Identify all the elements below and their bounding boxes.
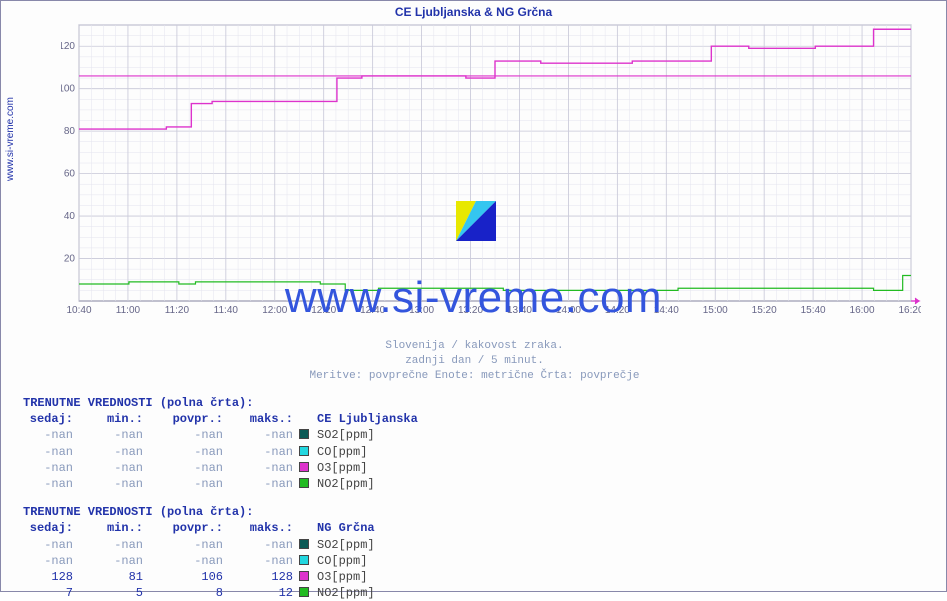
chart-subtitle: Slovenija / kakovost zraka. zadnji dan /… [1, 339, 947, 384]
svg-text:12:40: 12:40 [360, 305, 385, 316]
svg-text:120: 120 [61, 41, 75, 52]
table-row: 12881106128O3[ppm] [23, 569, 923, 585]
svg-text:40: 40 [64, 211, 76, 222]
table-header-row: sedaj:min.:povpr.:maks.:NG Grčna [23, 520, 923, 536]
subtitle-line-3: Meritve: povprečne Enote: metrične Črta:… [1, 369, 947, 384]
table-row: 75812NO2[ppm] [23, 585, 923, 601]
svg-text:10:40: 10:40 [66, 305, 91, 316]
svg-text:80: 80 [64, 126, 76, 137]
svg-text:100: 100 [61, 84, 75, 95]
data-tables: TRENUTNE VREDNOSTI (polna črta):sedaj:mi… [23, 395, 923, 601]
svg-text:20: 20 [64, 254, 76, 265]
svg-text:15:20: 15:20 [752, 305, 777, 316]
plot-svg: 20 40 60 80 100 120 10:40 11:00 11:20 11:40 12:00 1… [61, 21, 921, 321]
table-row: -nan-nan-nan-nanSO2[ppm] [23, 537, 923, 553]
table-section-title: TRENUTNE VREDNOSTI (polna črta): [23, 395, 923, 411]
svg-text:16:20: 16:20 [898, 305, 921, 316]
svg-text:14:20: 14:20 [605, 305, 630, 316]
table-row: -nan-nan-nan-nanCO[ppm] [23, 553, 923, 569]
svg-text:13:20: 13:20 [458, 305, 483, 316]
svg-text:16:00: 16:00 [850, 305, 875, 316]
svg-text:15:00: 15:00 [703, 305, 728, 316]
chart-title: CE Ljubljanska & NG Grčna [1, 1, 946, 19]
svg-text:60: 60 [64, 169, 76, 180]
table-row: -nan-nan-nan-nanCO[ppm] [23, 444, 923, 460]
y-axis-link-label[interactable]: www.si-vreme.com [5, 97, 16, 181]
svg-text:11:20: 11:20 [165, 305, 190, 316]
subtitle-line-1: Slovenija / kakovost zraka. [1, 339, 947, 354]
svg-text:12:20: 12:20 [311, 305, 336, 316]
table-row: -nan-nan-nan-nanSO2[ppm] [23, 427, 923, 443]
svg-text:14:40: 14:40 [654, 305, 679, 316]
svg-text:13:40: 13:40 [507, 305, 532, 316]
svg-text:13:00: 13:00 [409, 305, 434, 316]
svg-text:14:00: 14:00 [556, 305, 581, 316]
chart-container: CE Ljubljanska & NG Grčna www.si-vreme.c… [0, 0, 947, 592]
table-row: -nan-nan-nan-nanNO2[ppm] [23, 476, 923, 492]
table-section-title: TRENUTNE VREDNOSTI (polna črta): [23, 504, 923, 520]
svg-text:12:00: 12:00 [262, 305, 287, 316]
svg-text:15:40: 15:40 [801, 305, 826, 316]
subtitle-line-2: zadnji dan / 5 minut. [1, 354, 947, 369]
plot-area: 20 40 60 80 100 120 10:40 11:00 11:20 11:40 12:00 1… [61, 21, 921, 321]
table-header-row: sedaj:min.:povpr.:maks.:CE Ljubljanska [23, 411, 923, 427]
table-row: -nan-nan-nan-nanO3[ppm] [23, 460, 923, 476]
svg-text:11:00: 11:00 [116, 305, 141, 316]
svg-text:11:40: 11:40 [214, 305, 239, 316]
